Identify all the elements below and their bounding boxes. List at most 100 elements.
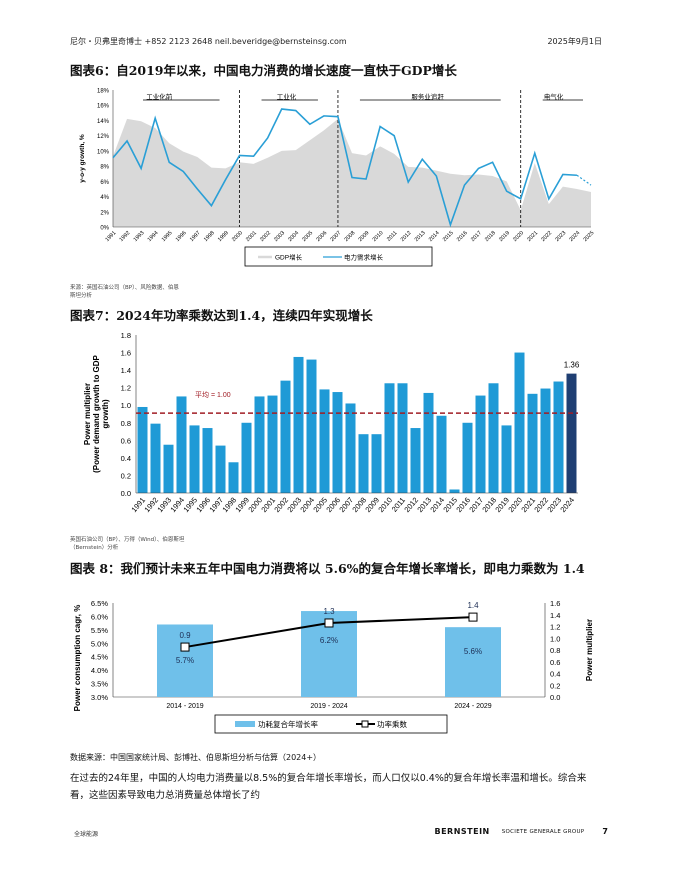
x-tick-label: 2021 — [526, 230, 539, 243]
x-tick-label: 1999 — [217, 230, 230, 243]
author-contact: 尼尔・贝弗里奇博士 +852 2123 2648 neil.beveridge@… — [70, 37, 347, 46]
bar-2009 — [371, 434, 382, 493]
y-axis-label-line: (Power demand growth to GDP — [92, 354, 101, 472]
bar-2016 — [462, 422, 473, 493]
x-tick-label: 2005 — [301, 230, 314, 243]
legend-label-power: 电力需求增长 — [344, 253, 384, 262]
bar-1991 — [137, 406, 148, 493]
y-tick-label: 3.5% — [91, 680, 108, 689]
y-axis-label-line: growth) — [101, 399, 110, 429]
y-tick-label: 14% — [97, 119, 110, 125]
bar-2019 — [501, 425, 512, 493]
x-tick-label: 2003 — [273, 230, 286, 243]
x-tick-label: 2022 — [540, 230, 553, 243]
x-tick-label: 2019 — [498, 230, 511, 243]
power-demand-line — [112, 108, 577, 228]
bar-2022 — [540, 388, 551, 493]
y-tick-label: 1.2 — [121, 384, 131, 393]
y-tick-label: 3.0% — [91, 693, 108, 702]
y-tick-label: 4% — [100, 195, 109, 201]
x-tick-label: 1998 — [203, 230, 216, 243]
y-tick-label: 5.5% — [91, 626, 108, 635]
footer-section: 全球能源 — [74, 831, 99, 838]
y2-tick-label: 1.4 — [550, 611, 560, 620]
multiplier-marker — [324, 618, 334, 628]
multiplier-label: 0.9 — [179, 631, 191, 640]
y-tick-label: 6.0% — [91, 612, 108, 621]
bar-2014 — [436, 415, 447, 493]
figure8-title: 图表 8：我们预计未来五年中国电力消费将以 5.6%的复合年增长率增长，即电力乘… — [70, 561, 585, 576]
legend-swatch-bar — [235, 721, 255, 727]
y2-tick-label: 1.6 — [550, 599, 560, 608]
y-tick-label: 1.8 — [121, 331, 131, 340]
x-tick-label: 2024 — [568, 230, 581, 243]
y-tick-label: 0.6 — [121, 436, 131, 445]
bar-1999 — [241, 422, 252, 493]
x-tick-label: 2014 - 2019 — [166, 703, 203, 710]
y2-tick-label: 0.8 — [550, 646, 560, 655]
figure8-chart: 3.0% 3.5% 4.0% 4.5% 5.0% 5.5% 6.0% 6.5% 0.0 0.2 0.… — [73, 599, 594, 734]
x-tick-label: 2000 — [231, 230, 244, 243]
y2-tick-label: 0.0 — [550, 693, 560, 702]
x-tick-label: 2006 — [315, 230, 328, 243]
y-tick-label: 16% — [97, 104, 110, 110]
bar-2006 — [332, 392, 343, 493]
gdp-growth-area — [113, 118, 591, 227]
x-tick-label: 1991 — [105, 230, 118, 243]
bar-2010 — [384, 383, 395, 493]
y-tick-label: 0.0 — [121, 489, 131, 498]
bar-2004 — [306, 359, 317, 493]
figure7-chart: 0.00.20.40.60.81.01.21.41.61.81991199219… — [83, 331, 580, 515]
y2-tick-label: 0.6 — [550, 658, 560, 667]
x-tick-label: 2020 — [512, 230, 525, 243]
x-tick-label: 2002 — [259, 230, 272, 243]
phase-label: 工业化前 — [146, 92, 173, 101]
bar-1993 — [163, 444, 174, 493]
bar-2014 - 2019 — [157, 624, 213, 697]
bar-2013 — [423, 392, 434, 493]
figure7-title: 图表7：2024年功率乘数达到1.4，连续四年实现增长 — [70, 308, 373, 323]
bar-2018 — [488, 383, 499, 493]
x-tick-label: 1992 — [119, 230, 132, 243]
x-tick-label: 2008 — [344, 230, 357, 243]
bernstein-logo: BERNSTEIN — [434, 827, 490, 836]
y-tick-label: 5.0% — [91, 639, 108, 648]
bar-2003 — [293, 356, 304, 493]
legend-swatch-marker — [361, 720, 369, 728]
bar-2017 — [475, 395, 486, 493]
bar-1996 — [202, 428, 213, 493]
x-tick-label: 1995 — [161, 230, 174, 243]
legend-label-bar: 功耗复合年增长率 — [258, 719, 318, 729]
y-tick-label: 1.6 — [121, 349, 131, 358]
x-tick-label: 2015 — [442, 230, 455, 243]
x-tick-label: 2007 — [329, 230, 342, 243]
multiplier-label: 1.4 — [467, 601, 479, 610]
report-date: 2025年9月1日 — [547, 37, 602, 46]
bar-2008 — [358, 434, 369, 493]
y-tick-label: 0.2 — [121, 471, 131, 480]
figure6-chart: 0% 2% 4% 6% 8% 10% 12% 14% 16% 18% y-o-y growth, %… — [79, 89, 595, 267]
multiplier-marker — [468, 612, 478, 622]
bar-2005 — [319, 389, 330, 493]
y-tick-label: 0.8 — [121, 419, 131, 428]
x-tick-label: 2013 — [414, 230, 427, 243]
y2-axis-label: Power multiplier — [585, 619, 594, 681]
figure8-source: 数据来源：中国国家统计局、彭博社、伯恩斯坦分析与估算（2024+） — [70, 753, 322, 762]
y-tick-label: 6.5% — [91, 599, 108, 608]
y-tick-label: 4.5% — [91, 653, 108, 662]
y-axis-label: Power multiplier(Power demand growth to … — [83, 354, 110, 472]
bar-label: 5.7% — [176, 656, 194, 665]
x-tick-label: 1993 — [133, 230, 146, 243]
bar-1998 — [228, 462, 239, 493]
y-tick-label: 12% — [97, 134, 110, 140]
bar-2015 — [449, 489, 460, 493]
y-tick-label: 18% — [97, 89, 110, 95]
legend-label-gdp: GDP增长 — [275, 253, 303, 262]
x-tick-label: 1994 — [147, 230, 160, 243]
phase-label: 服务业追赶 — [411, 92, 444, 101]
bar-2021 — [527, 393, 538, 493]
x-tick-label: 2024 — [558, 496, 576, 515]
y-tick-label: 1.0 — [121, 401, 131, 410]
page-number: 7 — [602, 827, 608, 836]
bar-1994 — [176, 396, 187, 493]
